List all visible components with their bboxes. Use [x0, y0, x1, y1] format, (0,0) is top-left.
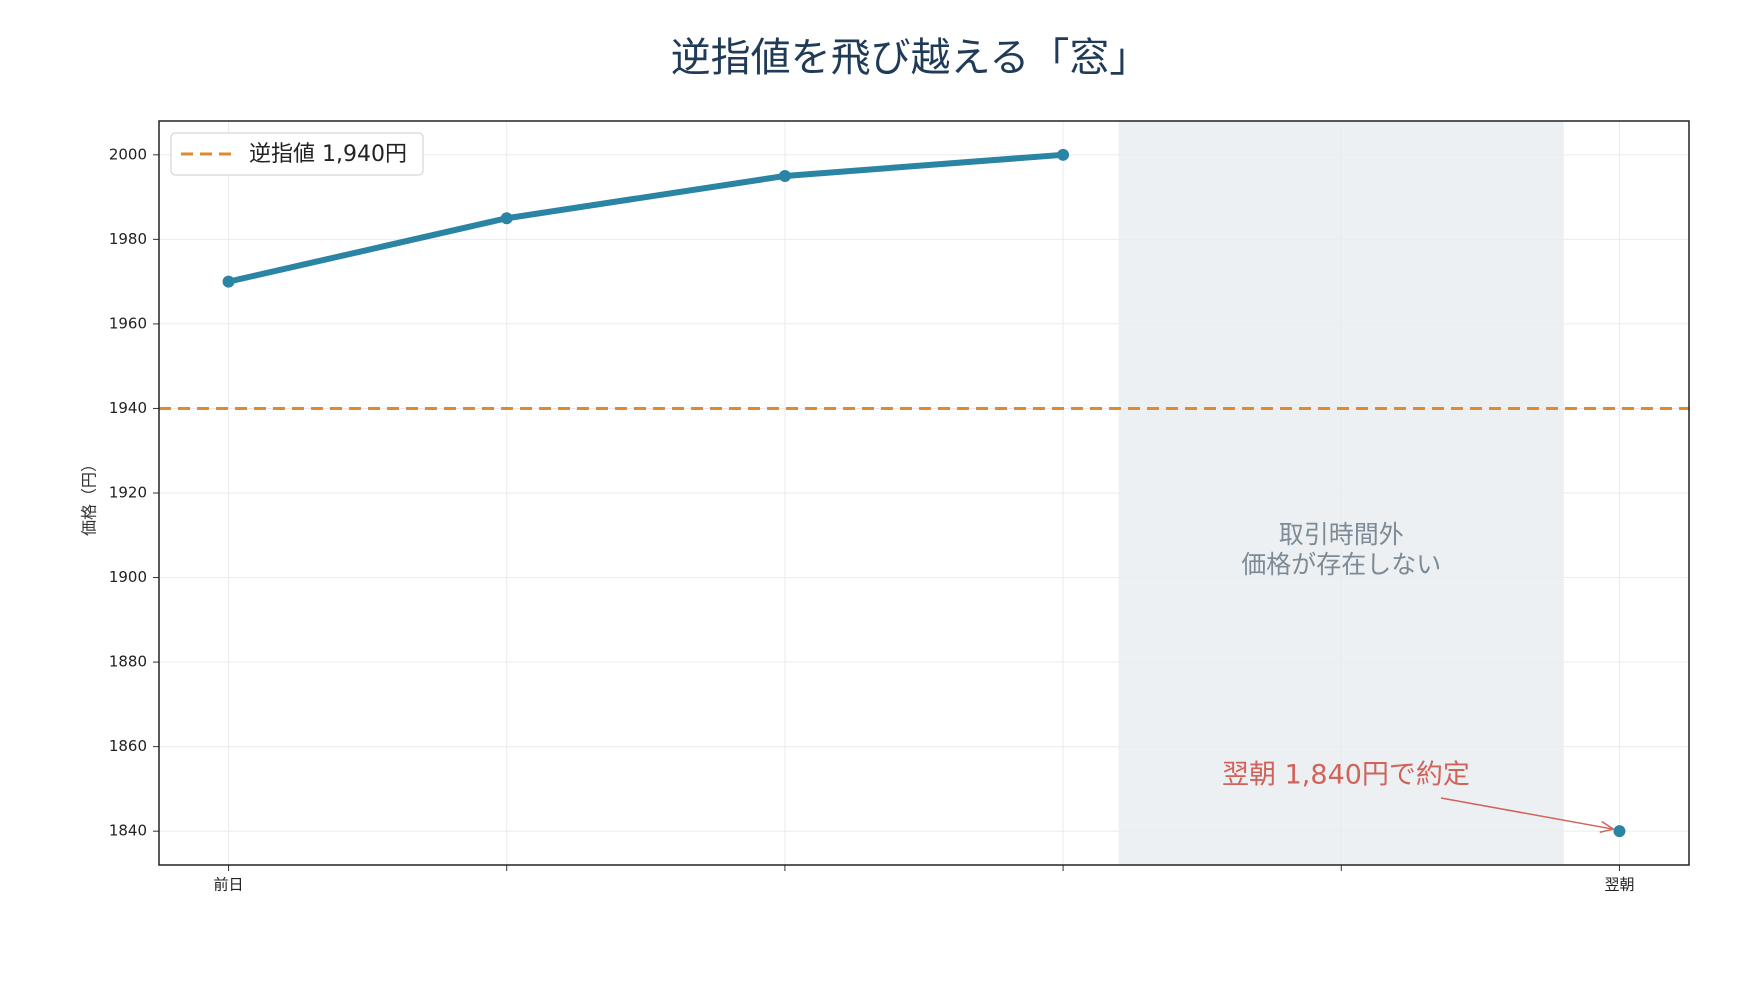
- point: [778, 169, 791, 182]
- annotation-text: 翌朝 1,840円で約定: [1222, 760, 1470, 791]
- region-label: 価格が存在しない: [1241, 550, 1441, 579]
- y-tick-label: 1840: [109, 822, 147, 840]
- y-tick-label: 1960: [109, 314, 147, 332]
- point: [1613, 825, 1626, 838]
- y-tick-label: 2000: [109, 145, 147, 163]
- y-tick-label: 1900: [109, 568, 147, 586]
- y-tick-label: 1920: [109, 484, 147, 502]
- y-tick-label: 1940: [109, 399, 147, 417]
- y-tick-label: 1880: [109, 653, 147, 671]
- annotation-arrow: [1440, 797, 1614, 830]
- plot-frame: [158, 120, 1690, 866]
- x-tick-label: 前日: [214, 876, 244, 894]
- point: [500, 212, 513, 225]
- point: [1057, 148, 1070, 161]
- chart-title: 逆指値を飛び越える「窓」: [671, 35, 1150, 81]
- y-axis-label: 価格（円）: [80, 456, 99, 536]
- annotation-arrowhead: [1599, 820, 1614, 833]
- legend-box: [170, 132, 424, 176]
- x-tick-label: 翌朝: [1604, 876, 1634, 894]
- region-label: 取引時間外: [1279, 520, 1404, 549]
- legend-label: 逆指値 1,940円: [249, 142, 407, 167]
- y-tick-label: 1860: [109, 737, 147, 755]
- point: [222, 275, 235, 288]
- y-tick-label: 1980: [109, 230, 147, 248]
